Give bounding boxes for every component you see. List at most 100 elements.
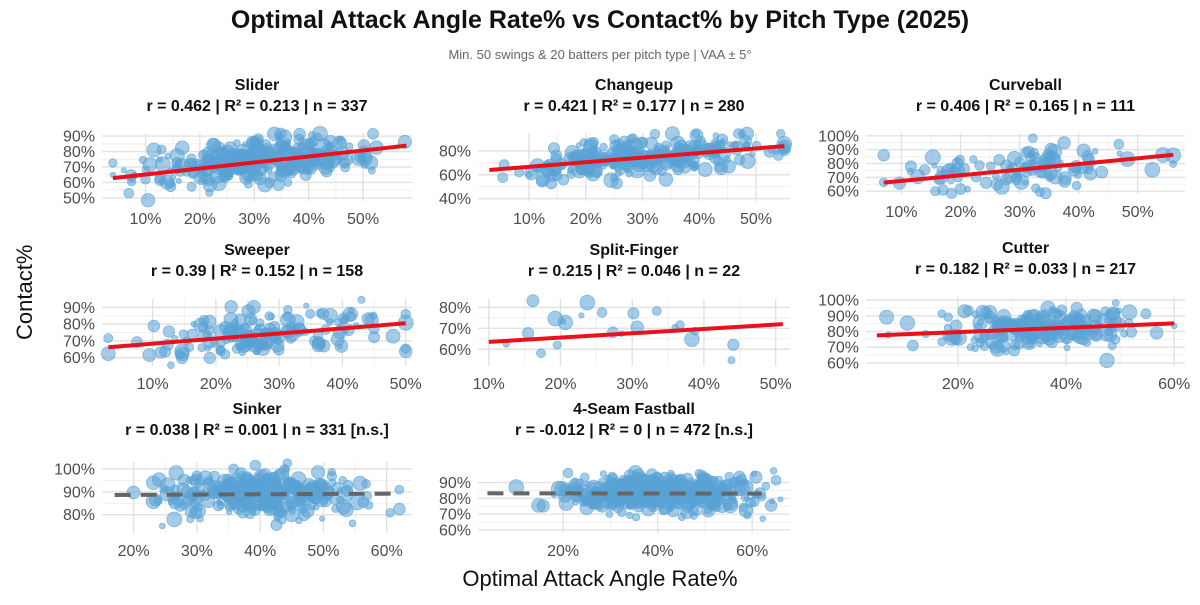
scatter-point (1036, 341, 1043, 348)
scatter-point (295, 482, 306, 494)
scatter-point (585, 166, 601, 182)
y-tick-label: 60% (827, 355, 859, 372)
scatter-point (146, 142, 162, 158)
x-tick-label: 30% (1004, 204, 1036, 221)
scatter-point (1045, 335, 1059, 349)
scatter-point (658, 172, 674, 187)
scatter-point (610, 177, 623, 190)
scatter-point (175, 177, 182, 184)
scatter-point (662, 144, 671, 153)
scatter-point (723, 501, 733, 511)
scatter-point (305, 483, 313, 491)
x-tick-label: 40% (688, 376, 720, 393)
scatter-point (930, 186, 941, 197)
scatter-point (1081, 150, 1094, 163)
trend-line (488, 322, 783, 344)
scatter-point (979, 176, 993, 189)
scatter-point (147, 319, 161, 333)
scatter-point (176, 482, 190, 496)
facet-panel-4-seam-fastball: 4-Seam Fastball r = -0.012 | R² = 0 | n =… (439, 401, 790, 560)
scatter-point (562, 467, 574, 479)
panel-stats: r = 0.39 | R² = 0.152 | n = 158 (151, 263, 363, 280)
scatter-point (281, 464, 290, 473)
panel-title: Split-Finger (590, 242, 679, 259)
scatter-point (974, 160, 985, 171)
scatter-point (749, 496, 760, 507)
scatter-point (596, 307, 608, 318)
y-tick-label: 100% (54, 461, 95, 478)
scatter-point (340, 316, 348, 324)
scatter-point (153, 496, 163, 506)
facet-panel-curveball: Curveball r = 0.406 | R² = 0.165 | n = 11… (818, 77, 1185, 221)
scatter-point (184, 342, 195, 353)
scatter-point (348, 519, 357, 528)
x-tick-label: 40% (1050, 376, 1082, 393)
panel-title: Slider (235, 77, 279, 94)
scatter-point (303, 302, 310, 309)
scatter-point (907, 339, 919, 352)
x-tick-label: 60% (1158, 376, 1190, 393)
scatter-point (251, 169, 263, 181)
panel-title: Sinker (233, 401, 282, 418)
y-tick-label: 100% (818, 128, 859, 145)
scatter-point (558, 495, 574, 511)
scatter-point (599, 470, 607, 478)
scatter-point (336, 343, 343, 350)
scatter-point (242, 501, 253, 512)
y-tick-label: 90% (827, 308, 859, 325)
scatter-point (576, 162, 588, 175)
scatter-point (246, 143, 263, 160)
x-axis-label: Optimal Attack Angle Rate% (462, 566, 738, 591)
scatter-point (159, 522, 166, 530)
scatter-point (1071, 317, 1087, 333)
scatter-point (551, 170, 563, 182)
x-tick-label: 60% (736, 543, 768, 560)
x-tick-label: 50% (390, 376, 422, 393)
scatter-point (720, 137, 726, 144)
scatter-point (609, 134, 620, 145)
scatter-point (727, 338, 740, 351)
scatter-point (1017, 314, 1026, 323)
scatter-point (625, 511, 634, 520)
scatter-point (552, 340, 562, 350)
scatter-point (142, 157, 158, 172)
scatter-point (283, 304, 293, 315)
scatter-point (627, 149, 634, 156)
scatter-point (228, 463, 240, 475)
scatter-point (238, 342, 246, 350)
scatter-point (1030, 159, 1037, 166)
scatter-point (588, 137, 599, 148)
y-tick-label: 90% (827, 142, 859, 159)
scatter-point (614, 163, 627, 175)
scatter-point (969, 155, 978, 164)
x-tick-label: 20% (184, 211, 216, 228)
x-tick-label: 30% (263, 376, 295, 393)
y-tick-label: 70% (63, 160, 95, 177)
scatter-point (185, 476, 194, 484)
scatter-point (1008, 345, 1021, 357)
scatter-point (385, 328, 401, 344)
scatter-point (1121, 304, 1138, 321)
scatter-point (714, 475, 724, 485)
scatter-point (1110, 334, 1121, 345)
scatter-point (599, 142, 608, 152)
scatter-point (197, 343, 207, 353)
scatter-point (325, 317, 334, 326)
scatter-point (624, 495, 635, 506)
scatter-point (769, 467, 778, 475)
scatter-point (246, 299, 261, 314)
scatter-point (1063, 344, 1071, 352)
chart-subtitle: Min. 50 swings & 20 batters per pitch ty… (448, 47, 752, 62)
scatter-point (264, 311, 274, 321)
y-tick-label: 70% (439, 321, 471, 338)
scatter-point (326, 156, 336, 165)
scatter-point (159, 345, 172, 358)
y-tick-label: 80% (439, 300, 471, 317)
x-tick-label: 30% (626, 211, 658, 228)
scatter-point (1029, 147, 1039, 158)
x-tick-label: 10% (513, 211, 545, 228)
panel-title: 4-Seam Fastball (573, 401, 695, 418)
scatter-point (330, 332, 345, 347)
scatter-point (728, 495, 736, 503)
